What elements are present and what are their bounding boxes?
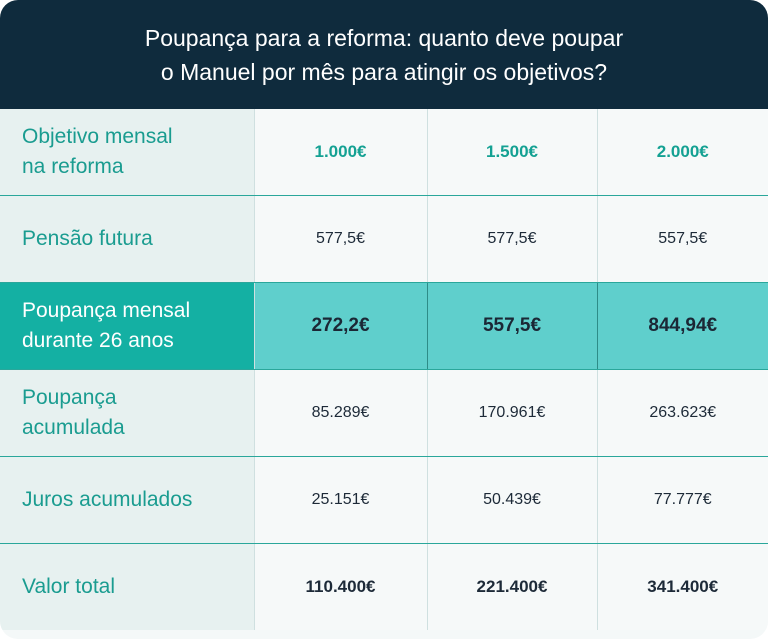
cell-value: 577,5€: [254, 195, 428, 283]
cell-value: 110.400€: [254, 543, 428, 630]
cell-value: 50.439€: [427, 456, 598, 544]
row-pensao-futura: Pensão futura 577,5€ 577,5€ 557,5€: [0, 195, 768, 283]
row-objetivo-mensal: Objetivo mensal na reforma 1.000€ 1.500€…: [0, 109, 768, 196]
cell-value: 85.289€: [254, 369, 428, 457]
row-label: Objetivo mensal na reforma: [0, 109, 255, 196]
row-label: Poupança mensal durante 26 anos: [0, 282, 255, 370]
row-valor-total: Valor total 110.400€ 221.400€ 341.400€: [0, 543, 768, 630]
title-line-1: Poupança para a reforma: quanto deve pou…: [144, 24, 624, 51]
cell-value: 25.151€: [254, 456, 428, 544]
row-label: Valor total: [0, 543, 255, 630]
cell-value: 577,5€: [427, 195, 598, 283]
row-label: Pensão futura: [0, 195, 255, 283]
cell-value: 77.777€: [597, 456, 768, 544]
cell-value: 557,5€: [427, 282, 598, 370]
cell-value: 263.623€: [597, 369, 768, 457]
cell-value: 2.000€: [597, 109, 768, 196]
row-poupanca-acumulada: Poupança acumulada 85.289€ 170.961€ 263.…: [0, 369, 768, 457]
savings-table: Objetivo mensal na reforma 1.000€ 1.500€…: [0, 109, 768, 630]
title-line-2: o Manuel por mês para atingir os objetiv…: [160, 58, 608, 85]
row-label: Poupança acumulada: [0, 369, 255, 457]
table-header: Poupança para a reforma: quanto deve pou…: [0, 0, 768, 109]
row-label: Juros acumulados: [0, 456, 255, 544]
cell-value: 844,94€: [597, 282, 768, 370]
table-title: Poupança para a reforma: quanto deve pou…: [94, 21, 674, 89]
row-juros-acumulados: Juros acumulados 25.151€ 50.439€ 77.777€: [0, 456, 768, 544]
cell-value: 1.000€: [254, 109, 428, 196]
cell-value: 341.400€: [597, 543, 768, 630]
cell-value: 1.500€: [427, 109, 598, 196]
cell-value: 170.961€: [427, 369, 598, 457]
cell-value: 557,5€: [597, 195, 768, 283]
row-poupanca-mensal: Poupança mensal durante 26 anos 272,2€ 5…: [0, 282, 768, 370]
cell-value: 272,2€: [254, 282, 428, 370]
cell-value: 221.400€: [427, 543, 598, 630]
